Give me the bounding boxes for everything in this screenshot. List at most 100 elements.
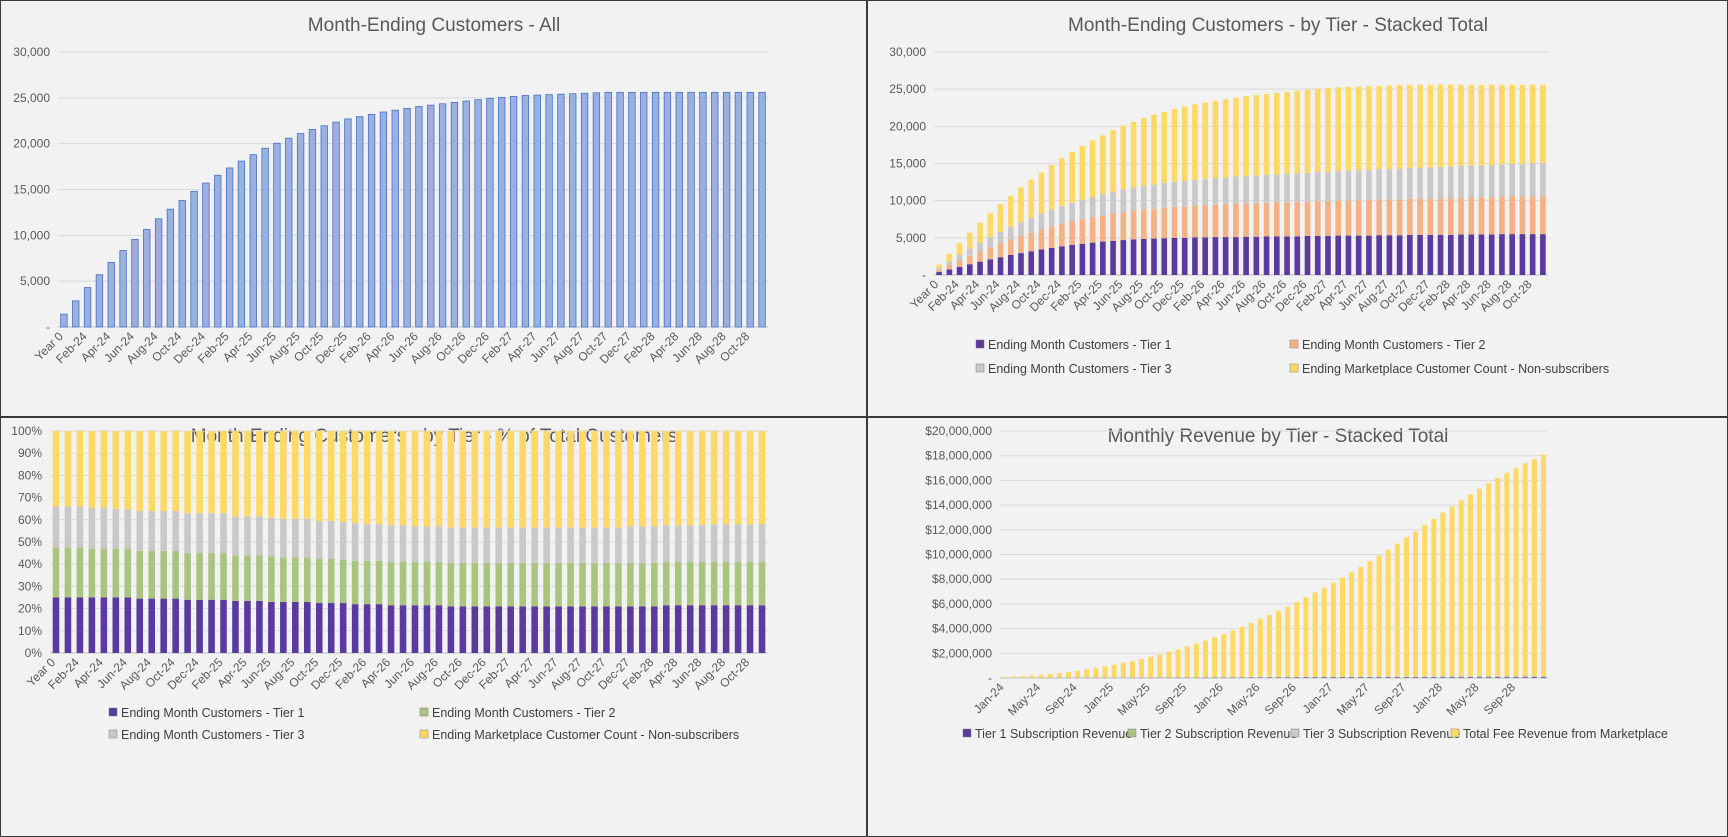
bar-series-1 — [555, 563, 562, 607]
bar-series-0 — [399, 605, 407, 653]
x-tick-label: Jan-28 — [1409, 680, 1445, 716]
bar-value — [699, 91, 707, 328]
bar-series-3 — [1396, 85, 1403, 169]
bar-series-3 — [1075, 670, 1081, 678]
x-tick-label: Jan-26 — [1190, 680, 1226, 716]
bar-series-0 — [710, 605, 718, 653]
y-tick-label: 30,000 — [889, 45, 926, 59]
bar-series-1 — [124, 548, 132, 598]
bar-series-2 — [1422, 676, 1428, 677]
bar-series-1 — [220, 553, 227, 600]
bar-series-0 — [1233, 237, 1239, 275]
bar-series-1 — [1358, 676, 1364, 678]
bar-series-3 — [1427, 84, 1434, 168]
bar-series-0 — [987, 259, 994, 275]
bar-value — [143, 228, 151, 328]
bar-value — [533, 94, 541, 328]
bar-series-3 — [758, 431, 766, 525]
bar-series-3 — [1266, 615, 1272, 677]
bar-series-0 — [1130, 239, 1137, 275]
bar-series-2 — [339, 522, 347, 560]
bar-series-1 — [1366, 200, 1372, 236]
bar-series-1 — [1038, 229, 1045, 250]
bar-series-0 — [160, 598, 167, 653]
bar-series-1 — [1274, 202, 1280, 237]
bar-series-3 — [674, 431, 682, 526]
bar-series-1 — [1192, 205, 1198, 238]
legend-label: Ending Month Customers - Tier 2 — [432, 706, 615, 720]
bar-series-1 — [1233, 204, 1239, 238]
bar-series-0 — [1059, 246, 1065, 275]
chart-all-customers: Month-Ending Customers - All - 5,000 10,000… — [13, 15, 768, 366]
bar-series-1 — [1007, 239, 1014, 255]
bar-series-3 — [423, 431, 431, 527]
bar-series-0 — [435, 605, 443, 653]
bar-series-0 — [936, 272, 942, 275]
bar-series-2 — [1048, 209, 1055, 227]
bar-series-1 — [268, 556, 275, 602]
bar-series-3 — [698, 431, 706, 526]
bar-series-0 — [1038, 249, 1045, 275]
bar-series-0 — [698, 605, 706, 653]
bar-series-2 — [1385, 676, 1391, 677]
bar-value — [344, 118, 352, 328]
bar-series-2 — [1437, 166, 1444, 199]
bar-series-0 — [1355, 235, 1362, 275]
bar-series-0 — [1366, 235, 1372, 275]
bar-series-0 — [1417, 234, 1423, 275]
bar-series-0 — [1499, 234, 1505, 275]
bar-series-2 — [1335, 170, 1342, 201]
bar-series-2 — [1540, 675, 1546, 677]
bar-series-1 — [1407, 198, 1413, 235]
bar-series-1 — [1171, 206, 1178, 238]
legend-swatch — [1450, 728, 1460, 738]
bar-series-3 — [1540, 454, 1546, 676]
legend-label: Tier 3 Subscription Revenue — [1303, 727, 1460, 741]
bar-series-3 — [208, 431, 215, 514]
bar-series-0 — [1335, 235, 1342, 275]
bar-series-0 — [112, 597, 120, 653]
bar-series-1 — [1345, 200, 1352, 236]
bar-series-1 — [1120, 212, 1127, 241]
bar-series-1 — [1130, 210, 1137, 240]
y-tick-label: 80% — [18, 468, 42, 482]
bar-series-1 — [1059, 224, 1065, 247]
bar-series-3 — [1002, 676, 1008, 678]
bar-series-2 — [1079, 199, 1086, 220]
bar-series-2 — [1349, 676, 1355, 677]
bar-series-1 — [435, 561, 443, 606]
bar-value — [758, 91, 766, 328]
bar-series-1 — [375, 560, 383, 605]
bar-series-1 — [447, 563, 455, 607]
bar-series-0 — [124, 597, 132, 653]
bar-series-2 — [1284, 173, 1290, 203]
legend-label: Ending Month Customers - Tier 3 — [988, 362, 1171, 376]
bar-series-2 — [662, 525, 670, 562]
bar-series-3 — [997, 204, 1004, 232]
bar-series-3 — [1339, 577, 1346, 677]
bar-series-1 — [64, 547, 72, 598]
bar-series-3 — [1321, 587, 1327, 677]
bar-series-2 — [1495, 675, 1501, 677]
bar-value — [367, 113, 376, 328]
y-tick-label: 15,000 — [13, 183, 50, 197]
bar-series-0 — [1407, 234, 1413, 275]
bar-series-2 — [1486, 675, 1492, 677]
bar-series-2 — [1376, 676, 1382, 677]
bar-value — [95, 274, 104, 328]
bar-series-1 — [1151, 208, 1157, 239]
bar-series-1 — [1394, 676, 1400, 678]
bar-series-3 — [1330, 582, 1336, 677]
bar-series-0 — [423, 605, 431, 653]
y-tick-label: 20% — [18, 602, 42, 616]
bar-series-3 — [495, 431, 503, 528]
bar-series-1 — [967, 255, 973, 265]
bar-series-3 — [339, 431, 347, 523]
bar-series-1 — [52, 547, 60, 598]
bar-series-1 — [244, 555, 251, 601]
bar-series-3 — [627, 431, 634, 527]
bar-series-3 — [1367, 561, 1373, 677]
bar-value — [261, 147, 269, 328]
bar-series-2 — [1513, 675, 1519, 677]
y-tick-label: $20,000,000 — [925, 424, 992, 438]
